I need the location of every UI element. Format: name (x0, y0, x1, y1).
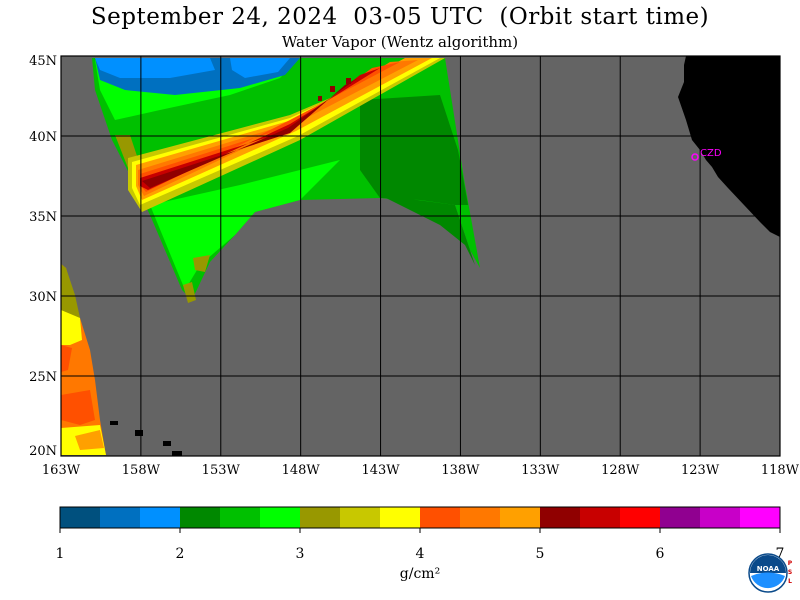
latitude-label: 45N (29, 54, 57, 69)
north-america-land (678, 56, 780, 237)
colorbar-swatch (740, 507, 781, 528)
longitude-label: 123W (681, 463, 720, 478)
colorbar-tick-label: 4 (416, 546, 425, 562)
colorbar-tick-label: 3 (296, 546, 305, 562)
latitude-label: 25N (29, 370, 57, 385)
map-gridlines (61, 56, 780, 456)
longitude-label: 143W (361, 463, 400, 478)
colorbar-swatch (580, 507, 621, 528)
colorbar-swatch (660, 507, 701, 528)
colorbar-tick-label: 2 (176, 546, 185, 562)
map-title: September 24, 2024 03-05 UTC (Orbit star… (90, 4, 710, 30)
colorbar-swatch (460, 507, 501, 528)
longitude-labels: 163W 158W 153W 148W 143W 138W 133W 128W 123W 118W (42, 463, 800, 478)
logo-side-p: P (788, 560, 792, 567)
longitude-label: 158W (122, 463, 161, 478)
latitude-label: 20N (29, 444, 57, 459)
colorbar-unit: g/cm² (400, 566, 440, 582)
colorbar-tick-label: 1 (56, 546, 65, 562)
longitude-label: 133W (521, 463, 560, 478)
colorbar-swatch (140, 507, 181, 528)
colorbar-swatch (220, 507, 261, 528)
latitude-label: 30N (29, 290, 57, 305)
colorbar-swatch (420, 507, 461, 528)
colorbar-swatch (500, 507, 541, 528)
latitude-label: 40N (29, 130, 57, 145)
longitude-label: 118W (761, 463, 800, 478)
latitude-labels: 45N 40N 35N 30N 25N 20N (29, 54, 57, 459)
colorbar-swatch (260, 507, 301, 528)
colorbar-tick-label: 5 (536, 546, 545, 562)
colorbar-swatch (60, 507, 101, 528)
longitude-label: 148W (282, 463, 321, 478)
logo-text: NOAA (757, 565, 780, 573)
longitude-label: 153W (202, 463, 241, 478)
logo-side-s: S (788, 569, 792, 576)
colorbar-swatch (540, 507, 581, 528)
satellite-swath (92, 58, 480, 303)
map-frame (60, 55, 781, 457)
hawaii-swath-fragment (61, 264, 106, 455)
station-marker: CZD (691, 148, 722, 161)
colorbar-swatch (700, 507, 741, 528)
longitude-label: 128W (601, 463, 640, 478)
colorbar-swatch (340, 507, 381, 528)
colorbar-swatch (300, 507, 341, 528)
station-label: CZD (700, 148, 722, 159)
colorbar-tick-label: 6 (656, 546, 665, 562)
colorbar-swatch (620, 507, 661, 528)
colorbar: 1 2 3 4 5 6 7 (56, 506, 785, 562)
longitude-label: 138W (441, 463, 480, 478)
hawaiian-islands (110, 421, 182, 456)
colorbar-swatch (380, 507, 421, 528)
colorbar-tick-label: 7 (776, 546, 785, 562)
longitude-label: 163W (42, 463, 81, 478)
colorbar-swatch (180, 507, 221, 528)
noaa-logo: NOAA P S L (748, 553, 792, 593)
latitude-label: 35N (29, 210, 57, 225)
colorbar-swatch (100, 507, 141, 528)
logo-side-l: L (788, 578, 792, 585)
map-subtitle: Water Vapor (Wentz algorithm) (281, 33, 519, 51)
